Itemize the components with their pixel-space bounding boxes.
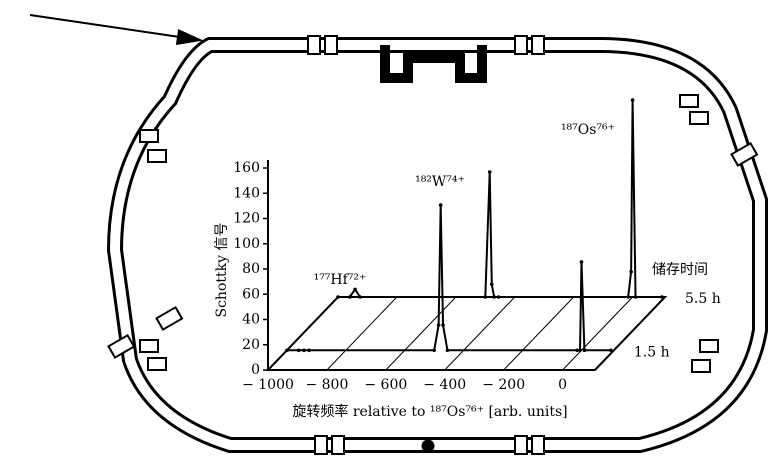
data-point — [634, 295, 638, 299]
peak-annotation: ¹⁸⁷Os⁷⁶⁺ — [561, 122, 615, 138]
detector — [422, 440, 434, 452]
data-point — [578, 348, 582, 352]
peak-annotation: ¹⁸²W⁷⁴⁺ — [415, 174, 465, 190]
floor-grid-line — [504, 297, 574, 370]
y-tick-label: 120 — [233, 211, 260, 227]
x-tick-label: − 800 — [305, 377, 348, 393]
data-point — [483, 295, 487, 299]
y-tick-label: 20 — [242, 337, 260, 353]
data-point — [302, 348, 306, 352]
data-point — [437, 323, 441, 327]
data-point — [660, 295, 664, 299]
x-tick-label: − 400 — [423, 377, 466, 393]
x-tick-label: − 1000 — [242, 377, 294, 393]
y-tick-label: 100 — [233, 236, 260, 252]
series-label: 1.5 h — [634, 344, 670, 360]
data-point — [609, 348, 613, 352]
data-point — [490, 283, 494, 287]
floor-grid-line — [563, 297, 633, 370]
y-tick-label: 0 — [251, 362, 260, 378]
data-point — [580, 260, 584, 264]
x-tick-label: − 200 — [482, 377, 525, 393]
data-point — [441, 323, 445, 327]
data-point — [488, 170, 492, 174]
data-point — [631, 98, 635, 102]
data-point — [497, 295, 501, 299]
injection-arrow — [176, 30, 200, 44]
data-point — [348, 295, 352, 299]
data-point — [629, 270, 633, 274]
x-tick-label: − 600 — [364, 377, 407, 393]
data-point — [336, 295, 340, 299]
depth-axis-label: 储存时间 — [652, 262, 708, 278]
data-point — [432, 348, 436, 352]
data-point — [439, 203, 443, 207]
data-point — [492, 295, 496, 299]
floor-grid-line — [327, 297, 397, 370]
figure: Schottky 信号 旋转频率 relative to ¹⁸⁷Os⁷⁶⁺ [a… — [0, 0, 774, 464]
injection-line — [30, 15, 200, 40]
y-tick-label: 60 — [242, 286, 260, 302]
y-tick-label: 80 — [242, 261, 260, 277]
y-axis-label: Schottky 信号 — [214, 223, 230, 318]
data-point — [583, 348, 587, 352]
series-label: 5.5 h — [685, 291, 721, 307]
y-tick-label: 140 — [233, 185, 260, 201]
data-point — [446, 348, 450, 352]
y-tick-label: 160 — [233, 160, 260, 176]
x-tick-label: 0 — [558, 377, 567, 393]
data-point — [353, 288, 357, 292]
y-tick-label: 40 — [242, 312, 260, 328]
peak-annotation: ¹⁷⁷Hf⁷²⁺ — [314, 272, 367, 288]
x-axis-label: 旋转频率 relative to ¹⁸⁷Os⁷⁶⁺ [arb. units] — [292, 403, 567, 420]
data-point — [297, 348, 301, 352]
floor-grid-line — [445, 297, 515, 370]
data-point — [307, 348, 311, 352]
floor-grid-line — [268, 297, 338, 370]
page: {"chart_data": { "type": "waterfall", "y… — [0, 0, 774, 464]
data-point — [358, 295, 362, 299]
data-point — [285, 348, 289, 352]
data-point — [626, 295, 630, 299]
